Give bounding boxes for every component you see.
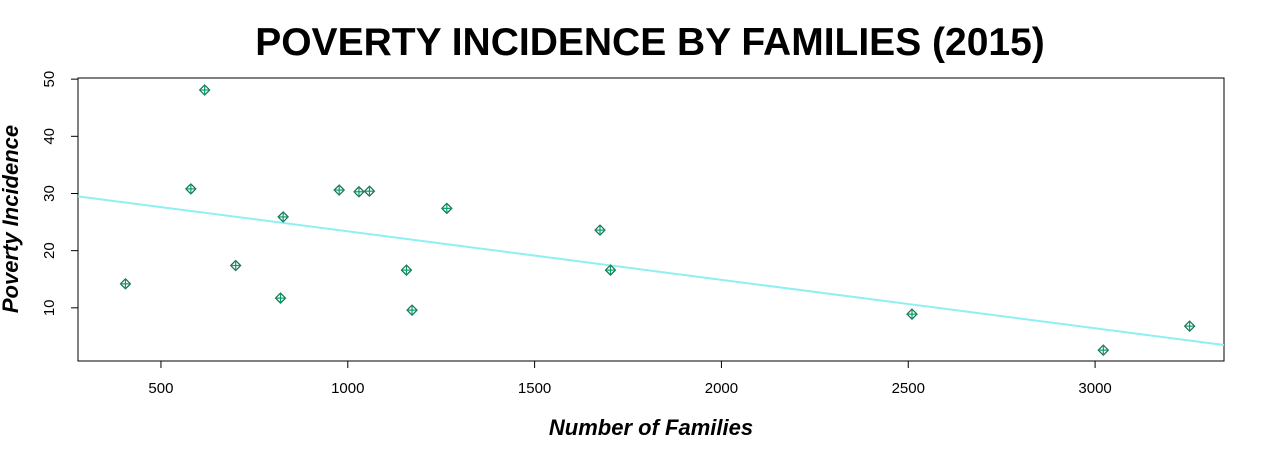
y-tick-label-4: 50	[41, 71, 58, 88]
data-point	[440, 202, 453, 215]
y-axis: 10 20 30 40 50	[41, 71, 78, 316]
data-point	[274, 292, 287, 304]
data-point	[184, 183, 197, 195]
data-point	[229, 259, 242, 272]
y-axis-label: Poverty Incidence	[0, 125, 23, 313]
data-point	[198, 84, 211, 96]
data-point	[604, 264, 617, 276]
y-tick-label-0: 10	[41, 299, 58, 316]
data-point	[353, 185, 365, 198]
chart-title: POVERTY INCIDENCE BY FAMILIES (2015)	[255, 21, 1045, 64]
y-tick-label-3: 40	[41, 128, 58, 145]
y-tick-label-2: 30	[41, 185, 58, 202]
data-point	[1097, 344, 1110, 356]
data-point	[594, 224, 606, 236]
x-tick-label-1: 1000	[331, 380, 364, 397]
plot-frame	[77, 77, 1225, 362]
trend-line	[77, 195, 1225, 346]
data-point	[119, 277, 132, 290]
x-tick-label-3: 2000	[705, 380, 738, 397]
data-point	[1183, 320, 1196, 332]
data-point	[277, 211, 289, 223]
x-axis: 500 1000 1500 2000 2500 3000	[148, 361, 1112, 397]
data-point	[333, 184, 346, 196]
data-points	[119, 84, 1196, 356]
data-point	[400, 264, 413, 276]
data-point	[406, 304, 418, 316]
x-tick-label-0: 500	[148, 380, 173, 397]
x-tick-label-2: 1500	[518, 380, 551, 397]
x-tick-label-4: 2500	[892, 380, 925, 397]
x-axis-label: Number of Families	[549, 415, 753, 440]
data-point	[906, 308, 918, 320]
y-tick-label-1: 20	[41, 242, 58, 259]
x-tick-label-5: 3000	[1078, 380, 1111, 397]
data-point	[363, 185, 376, 198]
